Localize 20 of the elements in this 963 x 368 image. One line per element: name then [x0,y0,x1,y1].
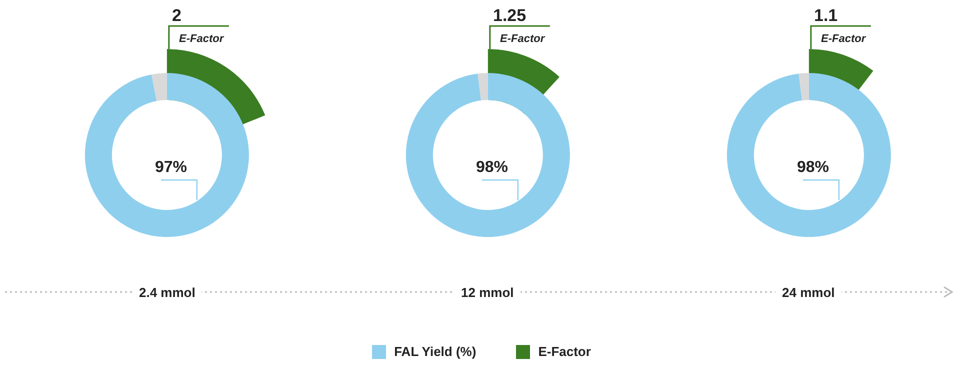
donut-slice [798,73,809,100]
legend-label: FAL Yield (%) [394,344,476,359]
text: E-Factor [821,33,866,45]
data-label: 1.25 [493,6,526,25]
data-label: 98% [476,159,508,176]
legend-label: E-Factor [538,344,591,359]
donut-slice [726,73,891,237]
text: 12 mmol [461,285,514,300]
text: 2.4 mmol [139,285,196,300]
donut-slice [478,73,488,100]
text: 24 mmol [782,285,835,300]
data-label: 98% [797,159,830,176]
donut-slice [85,73,249,237]
text: E-Factor [500,33,546,45]
data-label: 1.1 [814,6,838,25]
text: E-Factor [179,33,224,45]
donut-slice [406,73,570,237]
donut-slice [152,73,167,101]
data-label: 2 [172,6,182,25]
data-label: 97% [155,159,188,176]
